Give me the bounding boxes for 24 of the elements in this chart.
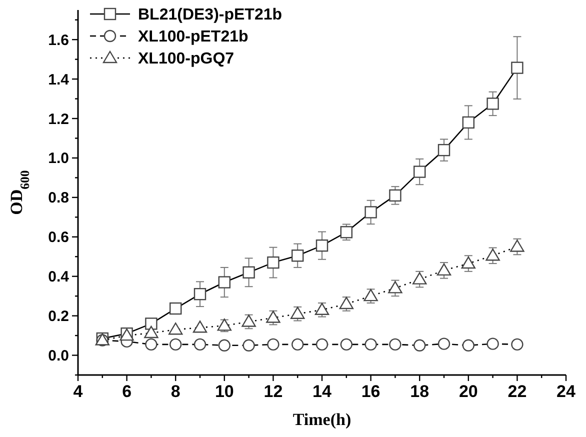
x-tick-label: 4 xyxy=(73,382,84,401)
x-axis-title: Time(h) xyxy=(292,410,352,429)
y-tick-label: 1.6 xyxy=(48,32,69,49)
legend-label: BL21(DE3)-pET21b xyxy=(138,6,282,24)
y-tick-label: 0.0 xyxy=(48,348,69,365)
x-tick-label: 20 xyxy=(458,382,478,401)
y-tick-label: 1.0 xyxy=(48,150,69,168)
x-tick-label: 18 xyxy=(410,382,430,401)
x-tick-label: 6 xyxy=(122,382,132,401)
y-tick-label: 0.2 xyxy=(48,308,69,326)
x-tick-label: 22 xyxy=(508,382,527,401)
y-tick-label: 0.4 xyxy=(48,268,70,286)
x-tick-label: 12 xyxy=(264,382,283,401)
x-tick-label: 14 xyxy=(312,382,332,401)
y-tick-label: 1.2 xyxy=(48,110,69,128)
y-tick-label: 0.8 xyxy=(48,190,69,207)
x-tick-label: 24 xyxy=(556,382,576,401)
y-tick-label: 1.4 xyxy=(48,71,70,88)
legend-label: XL100-pET21b xyxy=(138,28,248,46)
x-tick-label: 10 xyxy=(214,382,234,401)
x-tick-label: 16 xyxy=(361,382,380,401)
legend-label: XL100-pGQ7 xyxy=(138,50,234,68)
y-tick-label: 0.6 xyxy=(48,229,69,246)
x-tick-label: 8 xyxy=(170,382,180,401)
